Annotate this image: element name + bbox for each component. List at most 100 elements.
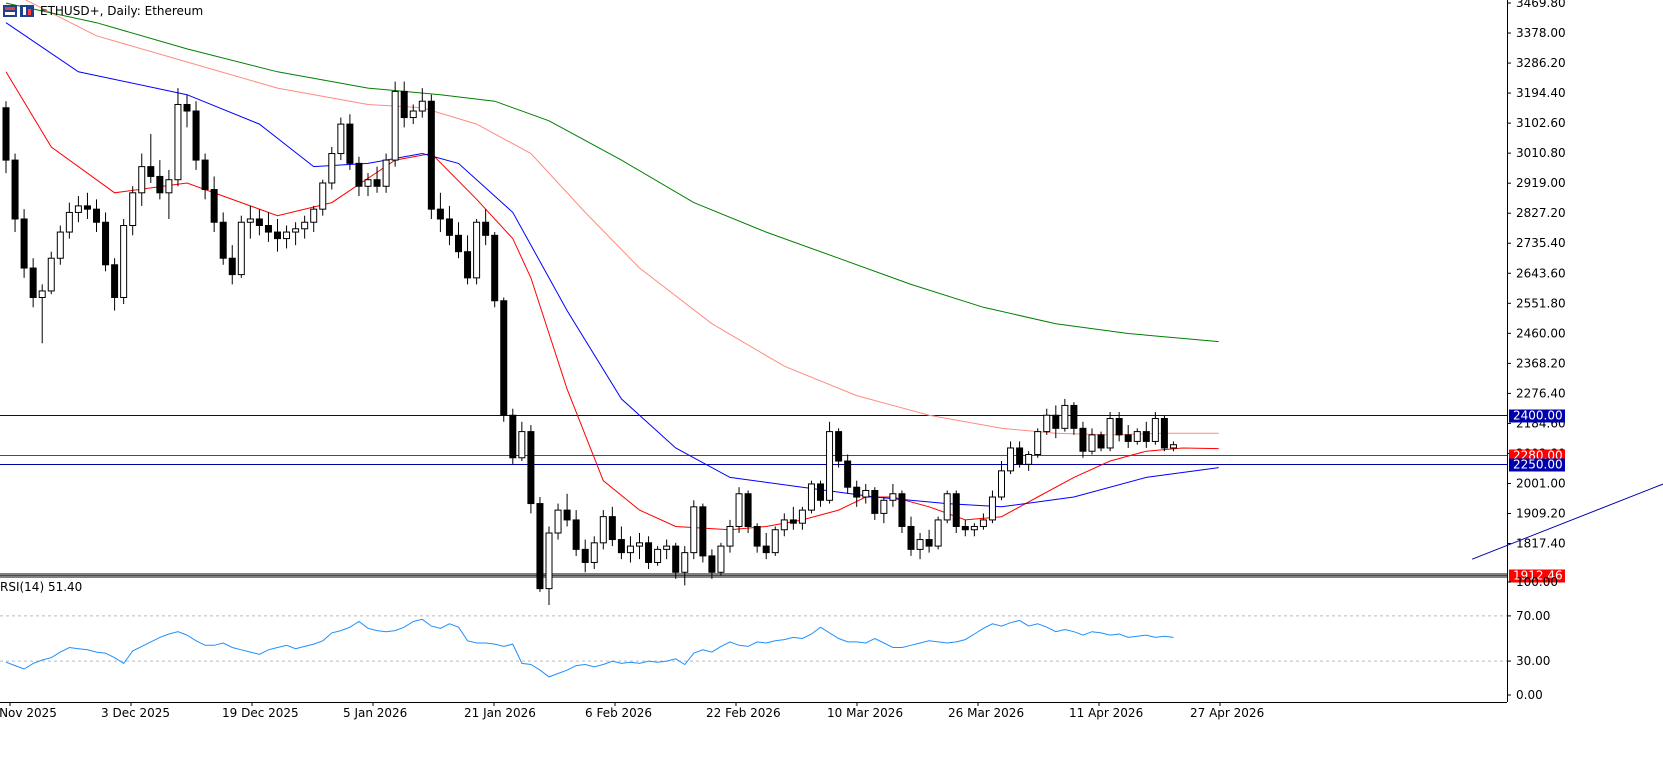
candle[interactable]	[93, 199, 100, 233]
candle[interactable]	[1079, 421, 1087, 458]
candle[interactable]	[120, 218, 128, 305]
candle[interactable]	[237, 215, 245, 278]
candle[interactable]	[1007, 441, 1015, 475]
candle[interactable]	[1088, 428, 1096, 455]
candle[interactable]	[183, 94, 191, 128]
candle[interactable]	[916, 533, 924, 560]
candle[interactable]	[264, 212, 272, 242]
candle[interactable]	[536, 497, 544, 592]
candle[interactable]	[943, 490, 951, 524]
candle[interactable]	[201, 153, 209, 200]
candle[interactable]	[491, 232, 499, 308]
candle[interactable]	[228, 245, 236, 285]
candle[interactable]	[165, 169, 173, 219]
candle[interactable]	[29, 258, 37, 308]
candle[interactable]	[798, 506, 806, 530]
candle[interactable]	[735, 487, 743, 534]
candle[interactable]	[1142, 421, 1150, 448]
candle[interactable]	[907, 516, 915, 556]
candle[interactable]	[527, 425, 535, 514]
candle[interactable]	[509, 408, 517, 465]
candle[interactable]	[364, 173, 372, 197]
candle[interactable]	[1106, 411, 1114, 452]
candle[interactable]	[1151, 411, 1159, 445]
candle[interactable]	[1124, 425, 1132, 448]
candle[interactable]	[581, 539, 589, 573]
candle[interactable]	[319, 179, 327, 216]
candle[interactable]	[617, 526, 625, 560]
candle[interactable]	[409, 104, 417, 125]
candle[interactable]	[301, 215, 309, 239]
candle[interactable]	[1160, 415, 1168, 452]
candle[interactable]	[545, 526, 553, 605]
candle[interactable]	[1169, 441, 1177, 452]
candle[interactable]	[590, 536, 598, 569]
candle[interactable]	[789, 506, 797, 530]
candle[interactable]	[771, 526, 779, 556]
candle[interactable]	[753, 523, 761, 553]
candle[interactable]	[880, 497, 888, 524]
candle[interactable]	[192, 101, 200, 170]
candle[interactable]	[1043, 408, 1051, 435]
candle[interactable]	[400, 81, 408, 128]
candle[interactable]	[337, 117, 345, 161]
candle[interactable]	[1115, 411, 1123, 442]
candle[interactable]	[844, 454, 852, 494]
candle[interactable]	[455, 222, 462, 259]
candle[interactable]	[464, 235, 472, 285]
candle[interactable]	[826, 421, 834, 504]
candle[interactable]	[382, 153, 390, 193]
candle[interactable]	[726, 519, 734, 553]
candle[interactable]	[219, 212, 227, 265]
candle[interactable]	[210, 176, 218, 233]
candle[interactable]	[853, 480, 861, 507]
candle[interactable]	[111, 258, 119, 311]
candle[interactable]	[1025, 451, 1033, 471]
candle[interactable]	[56, 225, 64, 265]
candle[interactable]	[862, 483, 870, 504]
candle[interactable]	[699, 503, 707, 563]
candle[interactable]	[346, 114, 354, 170]
candle[interactable]	[889, 483, 897, 507]
candle[interactable]	[1133, 428, 1141, 445]
candle[interactable]	[970, 523, 978, 537]
candle[interactable]	[292, 222, 300, 246]
candle[interactable]	[283, 225, 291, 249]
chart-icon[interactable]	[3, 5, 17, 17]
candle[interactable]	[65, 202, 73, 239]
candle[interactable]	[979, 513, 987, 530]
candle[interactable]	[871, 487, 879, 520]
candle[interactable]	[554, 503, 562, 540]
trendline[interactable]	[1471, 399, 1663, 560]
candle[interactable]	[988, 490, 996, 524]
candle[interactable]	[436, 192, 444, 233]
candle[interactable]	[174, 88, 182, 187]
candle[interactable]	[563, 493, 571, 527]
candle[interactable]	[38, 284, 46, 344]
candle[interactable]	[1052, 405, 1060, 439]
candle[interactable]	[1061, 398, 1069, 432]
candle[interactable]	[445, 205, 453, 246]
candle[interactable]	[572, 510, 580, 556]
candle[interactable]	[608, 506, 616, 547]
candle[interactable]	[1070, 402, 1078, 435]
candle[interactable]	[663, 539, 671, 560]
candle[interactable]	[11, 153, 19, 233]
candle[interactable]	[599, 510, 607, 550]
candle[interactable]	[20, 209, 28, 278]
candle[interactable]	[708, 549, 716, 579]
candle[interactable]	[373, 166, 381, 193]
candle[interactable]	[925, 529, 933, 553]
candle[interactable]	[482, 209, 490, 246]
candle[interactable]	[102, 212, 110, 272]
candle[interactable]	[817, 480, 824, 507]
candle[interactable]	[255, 209, 263, 236]
candle[interactable]	[274, 218, 281, 252]
candle[interactable]	[807, 480, 815, 514]
candle[interactable]	[835, 428, 843, 468]
candle[interactable]	[934, 516, 942, 550]
candle[interactable]	[898, 490, 906, 534]
candle[interactable]	[246, 205, 254, 239]
candle[interactable]	[636, 533, 643, 560]
